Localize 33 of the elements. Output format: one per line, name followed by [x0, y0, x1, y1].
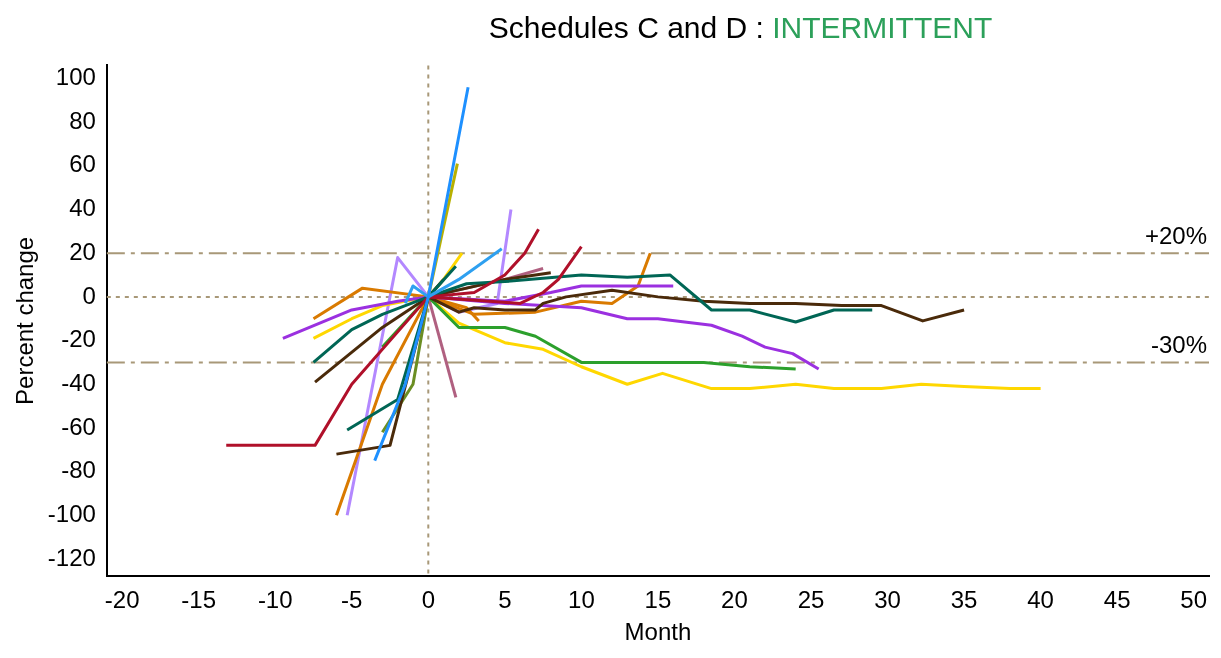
x-tick-label: 30: [874, 586, 901, 614]
y-tick-label: 0: [82, 281, 96, 309]
y-tick-label: 40: [69, 194, 96, 222]
y-tick-label: -20: [61, 325, 96, 353]
x-tick-label: -15: [181, 586, 217, 614]
x-tick-label: 25: [797, 586, 825, 614]
ref-line-label: +20%: [1144, 221, 1207, 249]
chart-title: Schedules C and D :: [488, 11, 764, 44]
x-tick-label: 0: [421, 586, 435, 614]
x-tick-label: 10: [568, 586, 595, 614]
y-tick-label: -120: [47, 543, 96, 571]
x-tick-label: 45: [1103, 586, 1131, 614]
ref-line-label: -30%: [1150, 331, 1207, 359]
x-tick-label: 20: [721, 586, 748, 614]
x-tick-label: -5: [341, 586, 363, 614]
y-axis-title: Percent change: [11, 236, 39, 405]
y-tick-label: 100: [55, 63, 96, 91]
x-axis-title: Month: [624, 618, 692, 646]
x-tick-label: -20: [104, 586, 140, 614]
y-tick-label: -100: [47, 499, 96, 527]
x-tick-label: 40: [1027, 586, 1054, 614]
x-tick-label: 50: [1180, 586, 1208, 614]
x-tick-label: 35: [950, 586, 978, 614]
x-tick-label: 15: [644, 586, 672, 614]
x-tick-label: -10: [257, 586, 293, 614]
y-tick-label: 20: [69, 237, 96, 265]
y-tick-label: -40: [61, 368, 96, 396]
y-tick-label: 60: [69, 150, 96, 178]
y-tick-label: -80: [61, 456, 96, 484]
chart-subtitle: INTERMITTENT: [772, 11, 993, 44]
y-tick-label: -60: [61, 412, 96, 440]
x-tick-label: 5: [498, 586, 512, 614]
y-tick-label: 80: [69, 106, 96, 134]
